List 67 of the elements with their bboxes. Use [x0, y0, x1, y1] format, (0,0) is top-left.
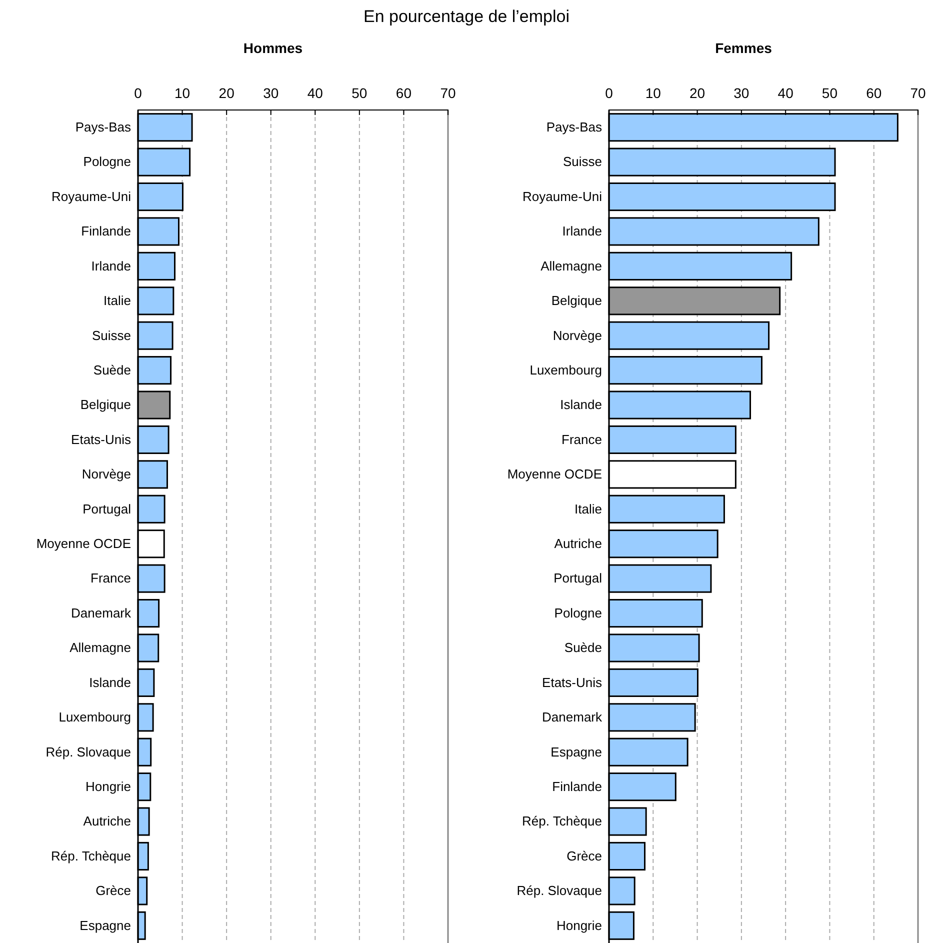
y-tick-label: Pays-Bas	[75, 120, 132, 135]
y-tick-label: France	[90, 570, 131, 586]
y-tick-label: Irlande	[562, 224, 602, 239]
y-tick-label: Pays-Bas	[546, 120, 602, 135]
y-tick-label: Finlande	[552, 778, 602, 794]
y-tick-label: Italie	[574, 501, 602, 516]
x-tick-label: 20	[218, 85, 235, 101]
y-tick-label: Autriche	[83, 814, 131, 829]
x-tick-label: 10	[645, 85, 662, 101]
y-tick-label: Norvège	[552, 328, 602, 343]
y-tick-label: Rép. Tchèque	[51, 848, 131, 864]
y-tick-label: Rép. Slovaque	[46, 744, 131, 760]
y-tick-label: Etats-Unis	[542, 674, 602, 690]
x-tick-label: 30	[263, 85, 279, 101]
y-tick-label: Hongrie	[85, 778, 131, 794]
y-tick-label: Belgique	[80, 397, 131, 412]
y-tick-label: Danemark	[71, 605, 132, 620]
y-tick-label: Portugal	[554, 570, 602, 586]
y-tick-label: Luxembourg	[530, 362, 602, 378]
y-tick-label: Suède	[564, 640, 602, 656]
y-tick-label: Pologne	[83, 154, 131, 170]
y-tick-label: Norvège	[82, 466, 131, 482]
y-tick-label: Islande	[560, 397, 602, 412]
chart-title: Hommes	[243, 40, 303, 56]
y-tick-label: Rép. Slovaque	[516, 883, 602, 898]
y-tick-label: Islande	[89, 674, 131, 690]
y-tick-label: Espagne	[80, 918, 131, 933]
y-tick-label: France	[562, 432, 602, 447]
y-tick-label: Allemagne	[540, 258, 602, 274]
x-tick-label: 60	[866, 85, 882, 101]
x-tick-label: 30	[734, 85, 750, 101]
y-tick-label: Autriche	[554, 536, 602, 552]
x-tick-label: 40	[778, 85, 794, 101]
x-tick-label: 0	[605, 85, 614, 101]
x-tick-label: 10	[174, 85, 190, 101]
y-tick-label: Rép. Tchèque	[522, 814, 602, 829]
y-tick-label: Grèce	[96, 883, 131, 898]
x-tick-label: 0	[134, 85, 142, 101]
y-tick-label: Luxembourg	[58, 710, 131, 725]
y-tick-label: Suisse	[562, 154, 602, 170]
y-tick-label: Hongrie	[556, 918, 602, 933]
y-tick-label: Danemark	[542, 710, 602, 725]
y-tick-label: Royaume-Uni	[522, 188, 602, 204]
y-tick-label: Pologne	[554, 605, 602, 620]
x-tick-label: 50	[352, 85, 368, 101]
x-tick-label: 70	[440, 85, 456, 101]
x-tick-label: 60	[396, 85, 412, 101]
y-tick-label: Etats-Unis	[71, 432, 132, 447]
y-tick-label: Royaume-Uni	[52, 188, 132, 204]
chart-title: Femmes	[715, 40, 772, 56]
y-tick-label: Irlande	[91, 258, 131, 274]
x-tick-label: 50	[822, 85, 838, 101]
y-tick-label: Belgique	[551, 293, 602, 308]
y-tick-label: Finlande	[81, 224, 131, 239]
y-tick-label: Suisse	[92, 328, 131, 343]
y-tick-label: Moyenne OCDE	[507, 466, 602, 482]
y-tick-label: Allemagne	[70, 640, 131, 656]
y-tick-label: Suède	[93, 362, 131, 378]
y-tick-label: Portugal	[82, 501, 132, 516]
y-tick-label: Espagne	[550, 744, 602, 760]
y-tick-label: Italie	[104, 293, 131, 308]
x-tick-label: 40	[307, 85, 324, 101]
y-tick-label: Grèce	[566, 848, 602, 864]
chart-subtitle: En pourcentage de l’emploi	[363, 7, 570, 26]
y-tick-label: Moyenne OCDE	[36, 536, 132, 552]
x-tick-label: 20	[689, 85, 706, 101]
x-tick-label: 70	[910, 85, 926, 101]
